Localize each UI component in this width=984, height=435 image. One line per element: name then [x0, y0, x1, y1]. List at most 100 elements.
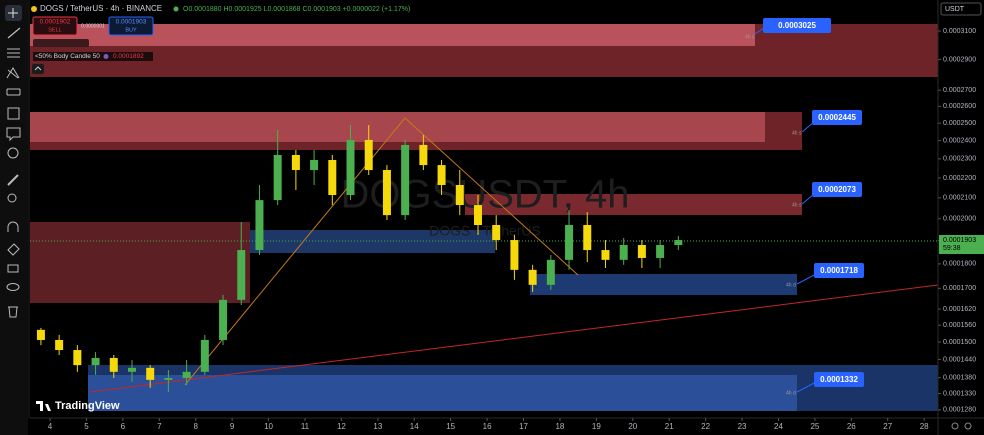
candle-body	[127, 367, 136, 372]
y-tick-label: 0.0002200	[943, 175, 976, 182]
x-tick-label: 25	[810, 422, 819, 431]
candle-body	[255, 200, 264, 251]
zone-label-box	[814, 372, 864, 387]
y-tick-label: 0.0001700	[943, 285, 976, 292]
collapse-legend[interactable]	[32, 64, 44, 74]
callout-line	[796, 273, 817, 285]
trendline	[89, 284, 939, 393]
y-tick-label: 0.0002100	[943, 195, 976, 202]
zone-label: 0.0002073	[818, 185, 856, 194]
y-tick-label: 0.0001440	[943, 356, 976, 363]
callout-line	[801, 193, 815, 205]
axes: 0.0003100 0.0002900 0.0002700 0.0002600 0.00…	[48, 28, 976, 431]
x-tick-label: 18	[555, 422, 564, 431]
indicator-name: <50% Body Candle 50	[35, 53, 100, 60]
buy-button[interactable]	[108, 16, 154, 36]
candle-body	[310, 160, 319, 171]
candle-body	[656, 245, 665, 258]
zone-label-box	[763, 18, 831, 33]
zone-label: 0.0003025	[778, 21, 816, 30]
y-tick-label: 0.0001330	[943, 390, 976, 397]
settings-button[interactable]	[951, 422, 959, 430]
currency-select[interactable]	[940, 2, 982, 16]
candle-body	[36, 329, 45, 340]
shape-tool[interactable]	[7, 107, 20, 120]
auto-scale-button[interactable]	[964, 422, 972, 430]
candle-body	[55, 339, 64, 351]
candle-body	[164, 377, 173, 380]
y-tick-label: 0.0001380	[943, 375, 976, 382]
sell-button[interactable]	[32, 16, 78, 36]
candle-body	[492, 225, 501, 241]
trendline-tool[interactable]	[7, 27, 21, 39]
toolbar-bg	[0, 0, 28, 435]
x-tick-label: 5	[84, 422, 89, 431]
spread: 0.0000001	[81, 23, 105, 29]
draw-mode-tool[interactable]	[7, 243, 20, 256]
price-axis-bg	[938, 0, 984, 435]
crosshair-icon	[8, 8, 18, 18]
candle-body	[291, 154, 300, 171]
candle-body	[419, 144, 428, 166]
zone-label-box	[812, 182, 862, 197]
text-tool[interactable]	[6, 127, 21, 142]
indicator-toggle[interactable]	[33, 39, 89, 47]
x-tick-label: 27	[883, 422, 892, 431]
candle-body	[437, 165, 446, 185]
watermark-sub: DOGS · TetherUS	[429, 223, 541, 239]
sell-label: SELL	[48, 27, 61, 33]
zone-label: 0.0002445	[818, 113, 856, 122]
x-tick-label: 19	[592, 422, 601, 431]
zone-tag: 4h d	[786, 390, 796, 396]
magnet-tool[interactable]	[7, 221, 19, 232]
zoom-tool[interactable]	[7, 193, 17, 203]
currency: USDT	[945, 6, 965, 13]
fib-tool[interactable]	[7, 48, 20, 58]
callout-line	[796, 381, 817, 393]
icon-tool[interactable]	[7, 147, 19, 159]
candle-body	[219, 299, 228, 340]
candle-body	[328, 160, 337, 196]
candle-body	[273, 154, 282, 201]
y-tick-label: 0.0002500	[943, 120, 976, 127]
indicator-value: 0.0001892	[113, 53, 144, 60]
candle-body	[146, 367, 155, 380]
toolbar	[0, 0, 28, 435]
demand-zone-inner	[88, 375, 797, 411]
candle-body	[364, 139, 373, 171]
sell-price: 0.0001902	[40, 19, 71, 26]
x-tick-label: 22	[701, 422, 710, 431]
zone-tag: 4h d	[786, 282, 796, 288]
x-tick-label: 20	[628, 422, 637, 431]
projection-tool[interactable]	[6, 88, 21, 96]
zone-tag: 4h s	[792, 202, 802, 208]
candle-body	[528, 269, 537, 285]
candle-body	[91, 357, 100, 366]
y-tick-label: 0.0001620	[943, 306, 976, 313]
candle-body	[674, 240, 683, 246]
pattern-tool[interactable]	[6, 67, 20, 79]
delete-tool[interactable]	[8, 306, 18, 318]
y-tick-label: 0.0002400	[943, 138, 976, 145]
x-tick-label: 24	[774, 422, 783, 431]
callout-line	[754, 27, 765, 35]
zone-label: 0.0001718	[820, 266, 858, 275]
candle-body	[473, 205, 482, 226]
plot	[36, 125, 683, 392]
zone-label-box	[812, 110, 862, 125]
candle-body	[200, 339, 209, 372]
lock-tool[interactable]	[7, 264, 19, 273]
y-tick-label: 0.0001560	[943, 322, 976, 329]
brand-logo	[36, 401, 51, 411]
ruler-tool[interactable]	[7, 174, 19, 186]
candle-body	[382, 170, 391, 216]
x-tick-label: 8	[193, 422, 198, 431]
symbol-title: DOGS / TetherUS · 4h · BINANCE	[40, 4, 162, 13]
candle-body	[237, 250, 246, 300]
x-tick-label: 14	[410, 422, 419, 431]
supply-zone-inner	[30, 24, 755, 46]
visibility-tool[interactable]	[6, 283, 20, 291]
x-tick-label: 10	[264, 422, 273, 431]
y-tick-label: 0.0002600	[943, 103, 976, 110]
zone-tag: 4h s	[745, 34, 755, 40]
